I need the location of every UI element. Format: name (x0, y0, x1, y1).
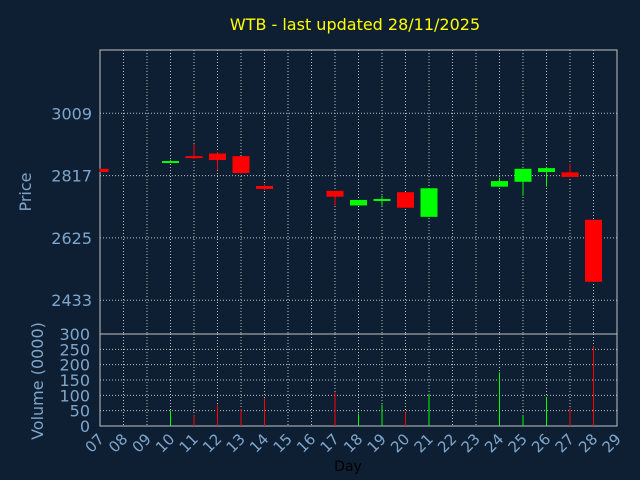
volume-bars (170, 346, 594, 426)
volume-tick-label: 150 (59, 371, 90, 390)
candle-body (350, 199, 367, 206)
price-y-tick-labels: 2433 2625 2817 3009 (51, 104, 92, 310)
candle-body (561, 172, 579, 177)
price-tick-label: 2817 (51, 167, 92, 186)
volume-tick-label: 50 (70, 402, 90, 421)
volume-tick-label: 0 (80, 417, 90, 436)
chart-title: WTB - last updated 28/11/2025 (230, 15, 480, 34)
candle-body (538, 168, 555, 173)
volume-axis-label: Volume (0000) (28, 322, 47, 440)
candle-body (185, 156, 203, 159)
volume-gridlines (100, 334, 617, 426)
x-axis-label: Day (334, 459, 362, 475)
price-tick-label: 2625 (51, 229, 92, 248)
candle-body (209, 153, 226, 161)
candle-body (397, 192, 414, 208)
candle-body (162, 161, 179, 164)
candle-body (326, 190, 344, 197)
candle-body (373, 198, 391, 201)
volume-tick-label: 300 (59, 325, 90, 344)
candles (99, 143, 602, 282)
x-tick-labels: 0708091011121314151617181920212223242526… (82, 430, 625, 456)
candle-body (585, 219, 602, 282)
volume-tick-label: 200 (59, 356, 90, 375)
candle-body (232, 156, 250, 174)
price-tick-label: 3009 (51, 104, 92, 123)
candle-body (491, 181, 508, 187)
price-tick-label: 2433 (51, 291, 92, 310)
candle-body (420, 188, 438, 217)
price-axis-label: Price (16, 172, 35, 211)
volume-tick-label: 100 (59, 386, 90, 405)
volume-tick-label: 250 (59, 340, 90, 359)
candle-body (100, 168, 109, 173)
candle-body (256, 185, 273, 189)
candle-body (514, 168, 532, 182)
